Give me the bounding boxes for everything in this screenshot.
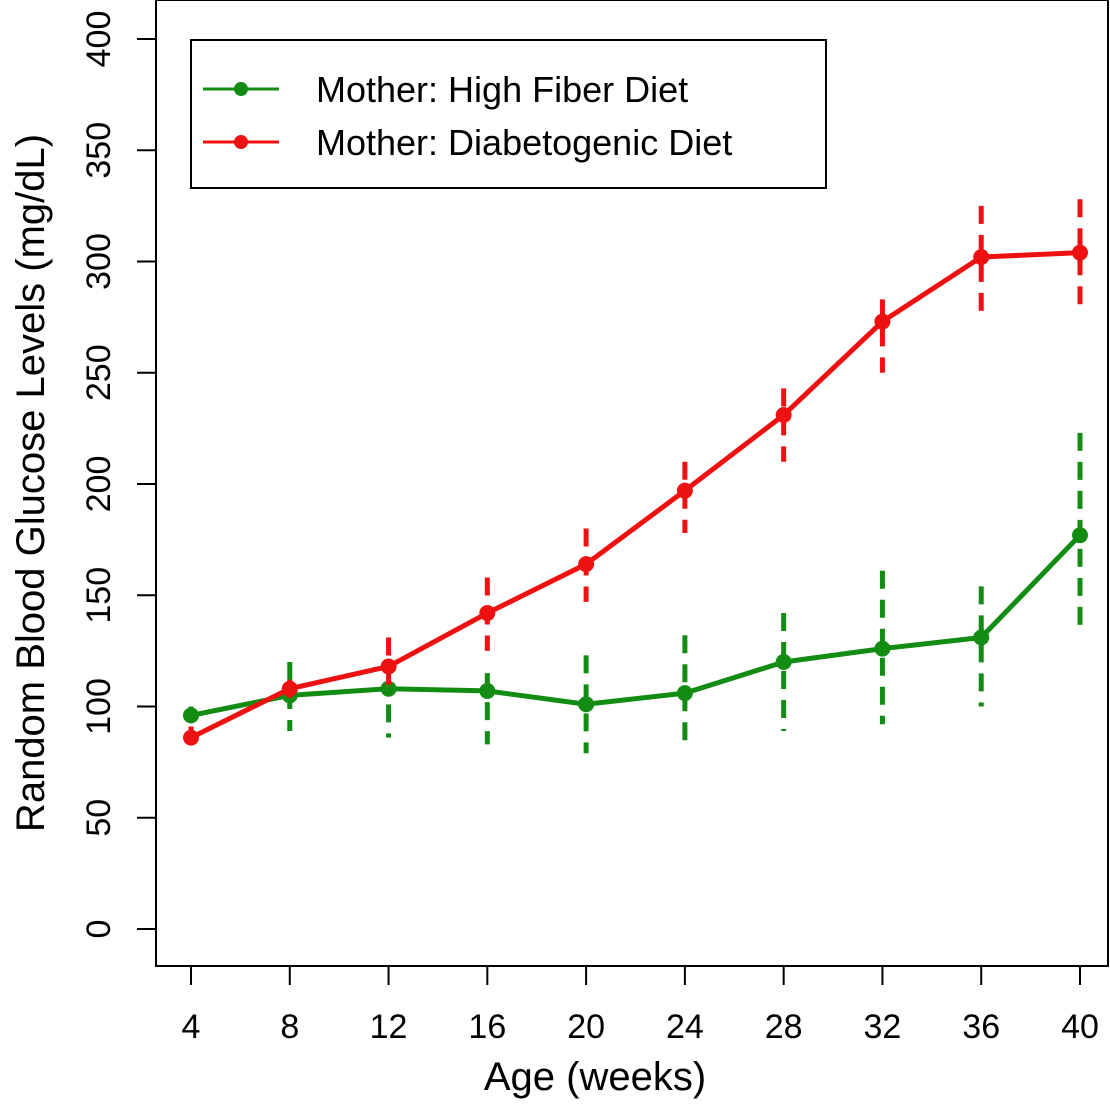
series-layer	[183, 199, 1088, 754]
data-point	[183, 729, 199, 746]
data-point	[380, 658, 397, 675]
legend-swatch-point	[234, 135, 248, 149]
x-tick-label: 28	[765, 1008, 803, 1046]
y-tick-label: 350	[80, 122, 118, 179]
x-tick-label: 32	[864, 1008, 902, 1046]
y-tick-label: 200	[80, 456, 118, 513]
data-point	[479, 682, 496, 699]
legend-label: Mother: Diabetogenic Diet	[316, 122, 732, 163]
legend: Mother: High Fiber Diet Mother: Diabetoge…	[190, 39, 827, 189]
x-axis: 4 8 12 16 20 24 28 32 36 40	[182, 966, 1099, 1046]
data-point	[380, 680, 397, 697]
x-tick-label: 12	[370, 1008, 408, 1046]
data-point	[775, 654, 792, 670]
y-tick-label: 300	[80, 233, 118, 290]
y-tick-label: 100	[80, 678, 118, 735]
x-tick-label: 24	[666, 1008, 704, 1046]
data-point	[578, 696, 595, 713]
legend-label: Mother: High Fiber Diet	[316, 69, 688, 110]
data-point	[874, 313, 891, 330]
data-point	[1072, 244, 1088, 261]
data-point	[183, 707, 199, 724]
data-point	[1072, 527, 1088, 544]
x-tick-label: 16	[468, 1008, 506, 1046]
series-line	[189, 250, 1081, 740]
x-tick-label: 4	[182, 1008, 201, 1046]
y-tick-label: 0	[80, 920, 118, 939]
legend-box	[190, 39, 827, 189]
legend-swatch-point	[234, 82, 248, 96]
x-tick-label: 36	[962, 1008, 1000, 1046]
series-1	[183, 432, 1088, 754]
y-axis-label: Random Blood Glucose Levels (mg/dL)	[9, 134, 53, 832]
y-tick-label: 150	[80, 567, 118, 624]
x-axis-label: Age (weeks)	[484, 1055, 706, 1099]
data-point	[676, 685, 693, 702]
x-tick-label: 20	[567, 1008, 605, 1046]
y-tick-label: 250	[80, 344, 118, 401]
data-point	[973, 249, 990, 266]
data-point	[281, 680, 298, 697]
data-point	[479, 605, 496, 622]
data-point	[578, 556, 595, 573]
data-point	[676, 482, 693, 499]
data-point	[874, 640, 891, 657]
y-tick-label: 400	[80, 11, 118, 68]
y-axis: 0 50 100 150 200 250 300 350 400	[80, 11, 156, 939]
data-point	[973, 629, 990, 646]
data-point	[775, 407, 792, 424]
legend-items: Mother: High Fiber Diet Mother: Diabetoge…	[203, 69, 732, 163]
x-tick-label: 40	[1061, 1008, 1099, 1046]
series-line	[190, 533, 1082, 718]
y-tick-label: 50	[80, 799, 118, 837]
x-tick-label: 8	[280, 1008, 299, 1046]
series-2	[183, 199, 1088, 751]
